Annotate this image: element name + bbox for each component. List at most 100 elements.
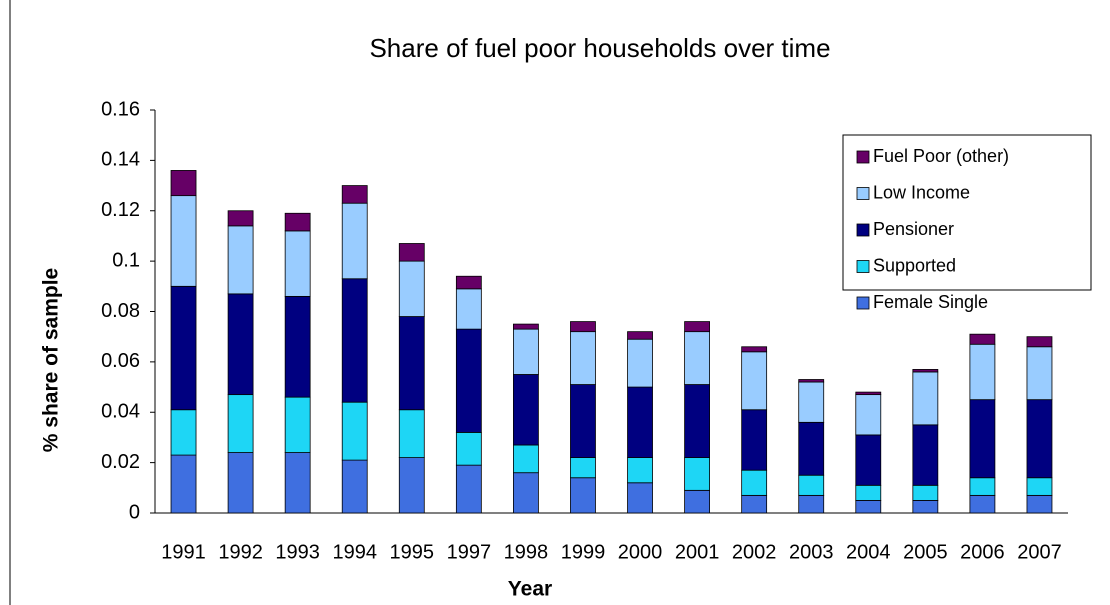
bar-segment xyxy=(455,288,482,330)
bar-segment xyxy=(969,333,996,345)
bar-segment xyxy=(227,452,254,514)
bar-segment xyxy=(513,328,539,375)
bar-segment xyxy=(170,454,197,514)
bar-segment xyxy=(227,293,254,396)
legend-label: Supported xyxy=(873,255,956,275)
bar-segment xyxy=(741,346,768,353)
bar-segment xyxy=(570,384,596,458)
bar-segment xyxy=(284,452,311,514)
bar-segment xyxy=(684,457,710,491)
x-tick-label: 1991 xyxy=(161,541,206,563)
legend-label: Low Income xyxy=(873,182,970,202)
bar-segment xyxy=(455,275,482,290)
bar-segment xyxy=(798,494,825,514)
bar-segment xyxy=(741,469,768,496)
bar-segment xyxy=(855,434,882,486)
bar-segment xyxy=(341,459,368,514)
bar-segment xyxy=(798,381,825,423)
bar-segment xyxy=(912,424,939,486)
bar-segment xyxy=(455,328,482,433)
bar-segment xyxy=(855,394,882,436)
bar-segment xyxy=(627,457,653,484)
y-axis-title: % share of sample xyxy=(40,268,63,452)
y-tick-label: 0.1 xyxy=(112,249,140,271)
bar-segment xyxy=(170,170,197,197)
bar-segment xyxy=(855,500,882,514)
y-tick-label: 0.16 xyxy=(101,98,140,120)
bar-segment xyxy=(398,243,425,262)
bar-segment xyxy=(684,331,710,385)
bar-segment xyxy=(284,396,311,453)
bar-segment xyxy=(513,444,539,474)
y-tick-label: 0 xyxy=(129,501,140,523)
legend-label: Female Single xyxy=(873,292,988,312)
bar-segment xyxy=(627,482,653,514)
bar-segment xyxy=(227,225,254,295)
chart-title: Share of fuel poor households over time xyxy=(369,33,830,63)
bar-segment xyxy=(570,477,596,514)
bar-segment xyxy=(855,484,882,501)
bar-segment xyxy=(969,399,996,479)
bar-segment xyxy=(684,384,710,458)
bar-segment xyxy=(341,278,368,403)
bar-segment xyxy=(798,474,825,496)
bar-segment xyxy=(1026,336,1053,348)
bar-segment xyxy=(570,457,596,479)
bar-segment xyxy=(1026,399,1053,479)
y-tick-label: 0.04 xyxy=(101,401,140,423)
y-tick-label: 0.12 xyxy=(101,199,140,221)
bar-segment xyxy=(341,401,368,461)
legend-swatch xyxy=(856,187,870,200)
y-tick-label: 0.02 xyxy=(101,451,140,473)
bar-segment xyxy=(170,195,197,287)
bar-segment xyxy=(284,295,311,398)
x-tick-label: 1993 xyxy=(275,541,320,563)
bar-segment xyxy=(284,212,311,232)
x-tick-label: 1992 xyxy=(218,541,263,563)
bar-segment xyxy=(398,316,425,411)
legend-swatch xyxy=(856,223,870,237)
bar-segment xyxy=(455,464,482,514)
x-tick-label: 1998 xyxy=(504,541,549,563)
x-tick-label: 2002 xyxy=(732,541,777,563)
bar-segment xyxy=(627,338,653,388)
bar-segment xyxy=(684,321,710,333)
bar-segment xyxy=(227,394,254,453)
y-tick-label: 0.06 xyxy=(101,350,140,372)
legend-label: Fuel Poor (other) xyxy=(873,146,1009,166)
x-tick-label: 2001 xyxy=(675,541,720,563)
bar-segment xyxy=(170,409,197,456)
bar-segment xyxy=(741,494,768,514)
bar-segment xyxy=(1026,346,1053,401)
legend-swatch xyxy=(856,150,870,164)
bar-segment xyxy=(741,351,768,411)
legend-swatch xyxy=(856,296,870,310)
bar-segment xyxy=(227,210,254,227)
bar-segment xyxy=(170,285,197,411)
x-axis-title: Year xyxy=(508,578,552,601)
x-tick-label: 2004 xyxy=(846,541,891,563)
x-tick-label: 1995 xyxy=(390,541,435,563)
bar-segment xyxy=(627,331,653,340)
bar-segment xyxy=(570,331,596,385)
bar-segment xyxy=(513,323,539,330)
bar-segment xyxy=(398,457,425,514)
bar-segment xyxy=(969,477,996,496)
bar-segment xyxy=(969,343,996,401)
legend-swatch xyxy=(856,260,870,273)
bar-segment xyxy=(341,202,368,280)
bar-segment xyxy=(912,500,939,514)
bar-segment xyxy=(341,185,368,204)
bar-segment xyxy=(513,374,539,446)
x-tick-label: 2006 xyxy=(960,541,1005,563)
bar-segment xyxy=(570,321,596,333)
x-tick-label: 1994 xyxy=(332,541,377,563)
y-tick-label: 0.08 xyxy=(101,300,140,322)
x-tick-label: 1997 xyxy=(447,541,492,563)
bar-segment xyxy=(912,371,939,426)
bar-segment xyxy=(1026,494,1053,514)
bar-segment xyxy=(455,431,482,466)
x-tick-label: 2000 xyxy=(618,541,663,563)
legend-label: Pensioner xyxy=(873,219,954,239)
